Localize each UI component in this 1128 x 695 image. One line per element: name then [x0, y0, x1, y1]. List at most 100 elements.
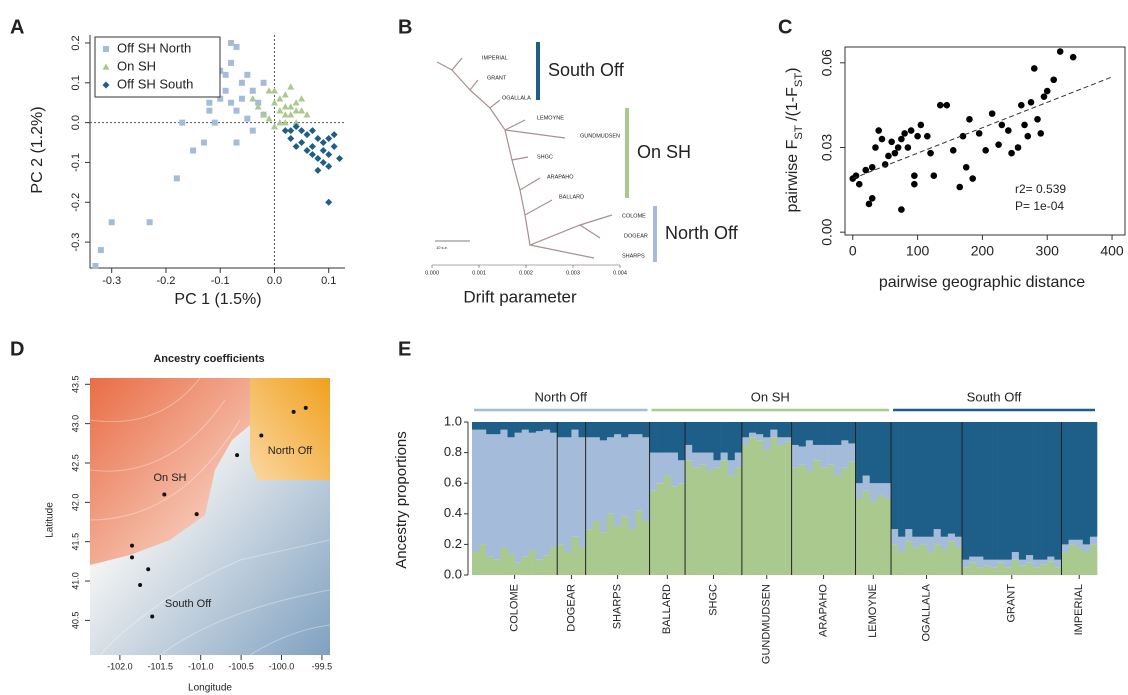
leaf-label: IMPERIAL	[482, 55, 508, 61]
y-tick-label: 41.0	[70, 572, 80, 590]
ancestry-segment	[926, 536, 934, 553]
ancestry-segment	[933, 544, 942, 575]
ancestry-segment	[841, 467, 849, 575]
sample-site	[138, 582, 143, 587]
sample-site	[194, 512, 199, 517]
point	[228, 59, 235, 66]
ancestry-segment	[535, 422, 544, 432]
point	[988, 110, 996, 117]
ancestry-segment	[827, 464, 835, 575]
y-tick-label: 43.0	[70, 415, 80, 433]
ancestry-segment	[677, 483, 686, 575]
ancestry-segment	[976, 556, 984, 568]
ancestry-segment	[1054, 422, 1062, 560]
point	[907, 127, 915, 134]
y-tick-label: 0.0	[70, 115, 82, 130]
ancestry-segment	[685, 460, 693, 575]
x-tick-label: 0.002	[519, 270, 533, 276]
group-label: North Off	[665, 223, 739, 243]
point	[898, 135, 905, 143]
ancestry-segment	[962, 567, 970, 575]
ancestry-segment	[557, 422, 565, 438]
point	[1069, 53, 1077, 61]
ancestry-segment	[621, 516, 629, 575]
y-tick-label: 0.06	[819, 49, 835, 76]
ancestry-segment	[770, 437, 778, 575]
ancestry-segment	[557, 544, 565, 575]
point	[1043, 87, 1051, 95]
ancestry-segment	[883, 422, 892, 484]
point	[319, 147, 327, 155]
panel-label: C	[778, 16, 792, 38]
ancestry-segment	[990, 567, 998, 575]
ancestry-segment	[514, 432, 523, 563]
population-label: BALLARD	[661, 584, 673, 634]
ancestry-segment	[727, 460, 736, 476]
ancestry-segment	[635, 510, 643, 575]
ancestry-segment	[862, 490, 871, 575]
ancestry-segment	[642, 437, 650, 522]
ancestry-segment	[812, 444, 821, 461]
y-tick-label: 0.03	[819, 134, 835, 161]
ancestry-segment	[891, 544, 899, 575]
point	[956, 183, 964, 191]
sample-site	[150, 614, 155, 619]
ancestry-segment	[834, 444, 842, 476]
ancestry-segment	[1018, 422, 1027, 560]
sample-site	[303, 405, 308, 410]
ancestry-segment	[649, 422, 657, 453]
x-axis-label: Longitude	[188, 683, 232, 694]
ancestry-segment	[947, 541, 956, 575]
ancestry-segment	[862, 422, 871, 476]
point	[917, 121, 925, 129]
ancestry-segment	[983, 559, 991, 566]
ancestry-segment	[947, 422, 956, 534]
group-label: South Off	[548, 60, 625, 80]
leaf-label: LEMOYNE	[537, 115, 564, 121]
region-label: North Off	[268, 445, 313, 457]
population-label: COLOME	[509, 584, 521, 632]
ancestry-segment	[1040, 422, 1048, 560]
point	[308, 150, 316, 158]
ancestry-segment	[820, 444, 828, 468]
ancestry-segment	[763, 449, 771, 575]
ancestry-segment	[1025, 555, 1034, 563]
population-label: DOGEAR	[565, 584, 577, 632]
population-label: OGALLALA	[920, 583, 932, 641]
panel-label: B	[398, 16, 412, 38]
ancestry-segment	[734, 467, 743, 575]
point	[966, 115, 973, 123]
ancestry-segment	[933, 529, 942, 545]
plot-frame	[844, 46, 1126, 236]
ancestry-segment	[642, 521, 650, 575]
x-tick-label: -0.2	[156, 275, 175, 287]
point	[319, 139, 327, 147]
ancestry-segment	[954, 536, 963, 548]
y-tick-label: 40.5	[70, 612, 80, 630]
ancestry-segment	[1047, 422, 1055, 557]
ancestry-segment	[841, 422, 849, 441]
ancestry-segment	[507, 437, 515, 554]
point	[1027, 99, 1035, 106]
y-tick-label: 0.6	[444, 475, 462, 490]
x-tick-label: -100.0	[269, 661, 295, 671]
ancestry-segment	[1033, 559, 1041, 568]
y-tick-label: -0.2	[70, 193, 82, 212]
point	[325, 198, 333, 206]
ancestry-segment	[550, 422, 558, 433]
ancestry-segment	[848, 443, 856, 462]
point	[200, 139, 207, 146]
sample-site	[146, 567, 151, 572]
ancestry-segment	[507, 422, 515, 438]
ancestry-segment	[1054, 567, 1062, 575]
population-label: LEMOYNE	[867, 584, 879, 638]
ancestry-segment	[940, 536, 949, 549]
point	[233, 107, 240, 114]
ancestry-segment	[479, 544, 487, 575]
ancestry-segment	[543, 429, 551, 556]
x-tick-label: 200	[971, 243, 995, 259]
y-axis-label: PC 2 (1.2%)	[29, 106, 46, 193]
ancestry-segment	[898, 552, 906, 575]
ancestry-segment	[578, 437, 586, 548]
